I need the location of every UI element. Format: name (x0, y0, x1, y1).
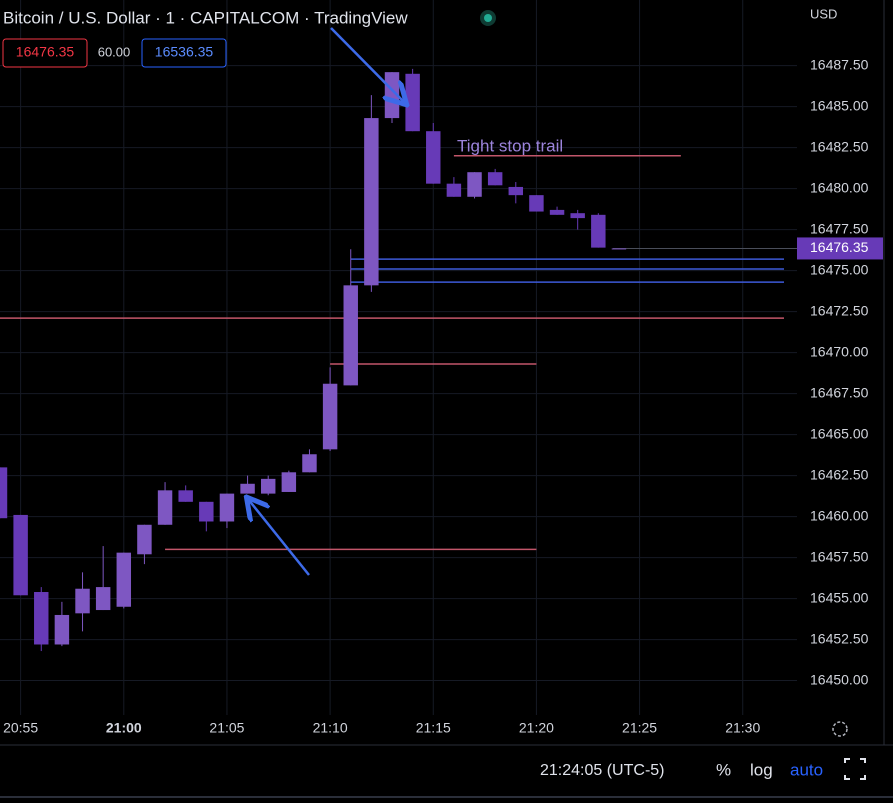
last-price-label: 16476.35 (810, 239, 869, 255)
y-tick-label: 16465.00 (810, 425, 869, 441)
bid-box[interactable] (2, 38, 88, 68)
fullscreen-icon[interactable] (844, 758, 866, 780)
y-tick-label: 16480.00 (810, 179, 869, 195)
candle-body (219, 493, 235, 522)
arrow (248, 499, 310, 576)
candle-body (75, 588, 90, 614)
candle-body (34, 592, 49, 645)
candle-body (157, 490, 173, 525)
candle-body (487, 172, 503, 186)
y-tick-label: 16462.50 (810, 466, 869, 482)
candle-body (178, 490, 193, 502)
candle-body (199, 501, 214, 522)
plot-area (0, 0, 797, 715)
candle-body (591, 214, 606, 248)
candle-body (0, 467, 8, 519)
settings-icon[interactable] (832, 721, 848, 737)
annotation: Tight stop trail (457, 136, 563, 155)
candle-body (95, 587, 111, 611)
candle-body (508, 186, 524, 196)
x-tick-label: 21:10 (313, 720, 348, 736)
y-tick-label: 16457.50 (810, 548, 869, 564)
time-display: 21:24:05 (UTC-5) (540, 762, 665, 779)
currency[interactable]: USD (810, 6, 837, 21)
y-tick-label: 16452.50 (810, 630, 869, 646)
ask: 16536.35 (155, 44, 214, 60)
x-tick-label: 21:30 (725, 720, 760, 736)
candle-body (260, 478, 276, 494)
y-tick-label: 16450.00 (810, 671, 869, 687)
y-tick-label: 16455.00 (810, 589, 869, 605)
spread: 60.00 (98, 44, 131, 59)
candle-body (116, 552, 132, 607)
y-tick-label: 16487.50 (810, 56, 869, 72)
x-tick-label: 21:20 (519, 720, 554, 736)
arrow (330, 27, 405, 103)
candle-body (364, 118, 379, 286)
y-tick-label: 16485.00 (810, 97, 869, 113)
ask-box[interactable] (141, 38, 227, 68)
y-tick-label: 16477.50 (810, 220, 869, 236)
y-tick-label: 16460.00 (810, 507, 869, 523)
candle-body (549, 209, 565, 215)
last-price-box (797, 237, 883, 260)
status-dot (484, 14, 492, 22)
candle-body (529, 195, 544, 212)
candle-body (405, 73, 420, 132)
auto-button[interactable]: auto (790, 760, 823, 779)
candle-body (570, 213, 585, 219)
x-tick-label: 21:25 (622, 720, 657, 736)
candle-body (426, 131, 441, 184)
percent-button[interactable]: % (716, 760, 731, 779)
candle-body (611, 248, 627, 250)
x-tick-label: 20:55 (3, 720, 38, 736)
candle-body (281, 472, 297, 492)
candle-body (467, 172, 482, 197)
y-tick-label: 16482.50 (810, 138, 869, 154)
x-tick-label: 21:15 (416, 720, 451, 736)
candle-body (446, 183, 462, 197)
y-tick-label: 16467.50 (810, 384, 869, 400)
candle-body (343, 285, 358, 386)
candle-body (13, 514, 28, 596)
candle-body (302, 454, 317, 473)
x-tick-label: 21:05 (209, 720, 244, 736)
chart-title: Bitcoin / U.S. Dollar · 1 · CAPITALCOM ·… (3, 8, 408, 27)
candle-body (137, 524, 152, 555)
candle-body (322, 383, 338, 450)
candle-body (240, 483, 255, 494)
candle-body (54, 614, 70, 645)
y-tick-label: 16475.00 (810, 261, 869, 277)
x-tick-label: 21:00 (106, 720, 142, 736)
y-tick-label: 16470.00 (810, 343, 869, 359)
bid: 16476.35 (16, 44, 75, 60)
y-tick-label: 16472.50 (810, 302, 869, 318)
log-button[interactable]: log (750, 760, 773, 779)
